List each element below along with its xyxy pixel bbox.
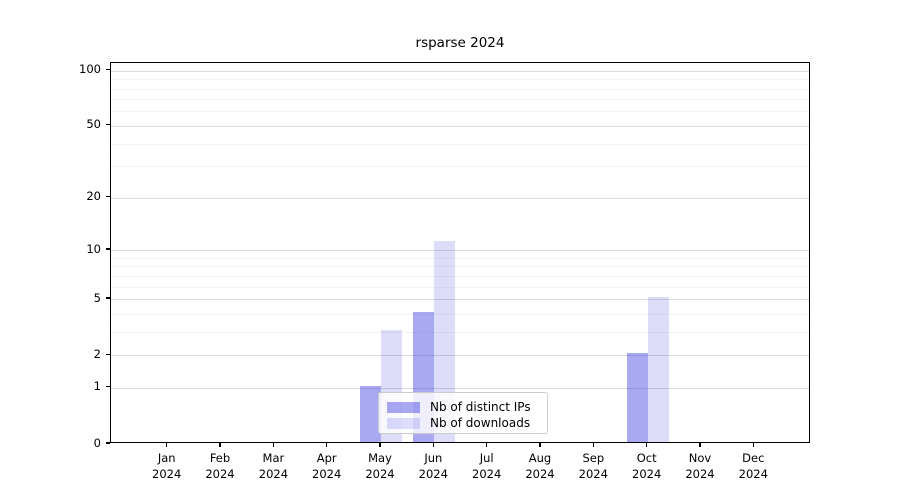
gridline-major <box>111 197 809 199</box>
y-axis-tick <box>106 196 110 198</box>
x-tick-label: Dec 2024 <box>738 451 768 481</box>
legend-swatch-distinct-ips-icon <box>387 401 420 413</box>
x-axis-tick <box>539 443 541 447</box>
gridline-minor <box>111 313 809 315</box>
y-axis-tick <box>106 353 110 355</box>
y-tick-label: 50 <box>86 117 101 132</box>
x-tick-label: Sep 2024 <box>578 451 608 481</box>
gridline-minor <box>111 275 809 277</box>
gridline-major <box>111 299 809 300</box>
gridline-major <box>111 70 809 72</box>
y-axis-tick <box>106 69 110 71</box>
x-axis-tick <box>752 443 754 447</box>
x-tick-label: Nov 2024 <box>685 451 715 481</box>
gridline-major <box>111 355 809 357</box>
x-tick-label: Oct 2024 <box>632 451 662 481</box>
gridline-minor <box>111 99 809 101</box>
y-axis-tick <box>106 124 110 126</box>
gridline-minor <box>111 79 809 81</box>
gridline-major <box>111 250 809 251</box>
x-tick-label: Aug 2024 <box>525 451 555 481</box>
y-axis-tick <box>106 297 110 299</box>
y-tick-label: 100 <box>79 62 101 77</box>
x-axis-tick <box>646 443 648 447</box>
x-axis-tick <box>486 443 488 447</box>
x-tick-label: Apr 2024 <box>312 451 342 481</box>
y-axis-tick <box>106 442 110 444</box>
plot-area: Nb of distinct IPs Nb of downloads <box>110 62 810 443</box>
gridline-major <box>111 387 809 389</box>
gridline-minor <box>111 257 809 259</box>
y-tick-label: 1 <box>93 379 101 394</box>
x-axis-tick <box>272 443 274 447</box>
bar-downloads <box>434 241 456 442</box>
legend-item-distinct-ips: Nb of distinct IPs <box>387 399 539 415</box>
gridline-minor <box>111 266 809 268</box>
x-axis-tick <box>379 443 381 447</box>
gridline-minor <box>111 166 809 168</box>
x-axis-tick <box>699 443 701 447</box>
gridline-major <box>111 125 809 127</box>
bar-downloads <box>647 297 669 442</box>
legend-label-downloads: Nb of downloads <box>430 416 531 430</box>
legend-item-downloads: Nb of downloads <box>387 415 539 431</box>
x-tick-label: Jan 2024 <box>152 451 182 481</box>
gridline-minor <box>111 143 809 145</box>
gridline-minor <box>111 88 809 90</box>
legend-swatch-downloads-icon <box>387 417 420 429</box>
legend-label-distinct-ips: Nb of distinct IPs <box>430 400 531 414</box>
x-tick-label: May 2024 <box>365 451 395 481</box>
gridline-minor <box>111 111 809 113</box>
y-axis-tick <box>106 248 110 250</box>
x-tick-label: Feb 2024 <box>205 451 235 481</box>
x-axis-tick <box>432 443 434 447</box>
y-tick-label: 10 <box>86 241 101 256</box>
x-tick-label: Jul 2024 <box>472 451 502 481</box>
legend: Nb of distinct IPs Nb of downloads <box>378 392 548 434</box>
x-axis-tick <box>219 443 221 447</box>
x-axis-tick <box>326 443 328 447</box>
gridline-minor <box>111 331 809 333</box>
bar-distinct-ips <box>626 353 648 442</box>
y-tick-label: 20 <box>86 189 101 204</box>
gridline-minor <box>111 286 809 288</box>
x-axis-tick <box>592 443 594 447</box>
y-tick-label: 2 <box>93 346 101 361</box>
chart-title: rsparse 2024 <box>415 35 505 51</box>
x-tick-label: Jun 2024 <box>418 451 448 481</box>
bar-distinct-ips <box>360 385 381 442</box>
x-tick-label: Mar 2024 <box>258 451 289 481</box>
y-tick-label: 5 <box>93 290 101 305</box>
y-axis-tick <box>106 386 110 388</box>
x-axis-tick <box>166 443 168 447</box>
y-tick-label: 0 <box>93 435 101 450</box>
